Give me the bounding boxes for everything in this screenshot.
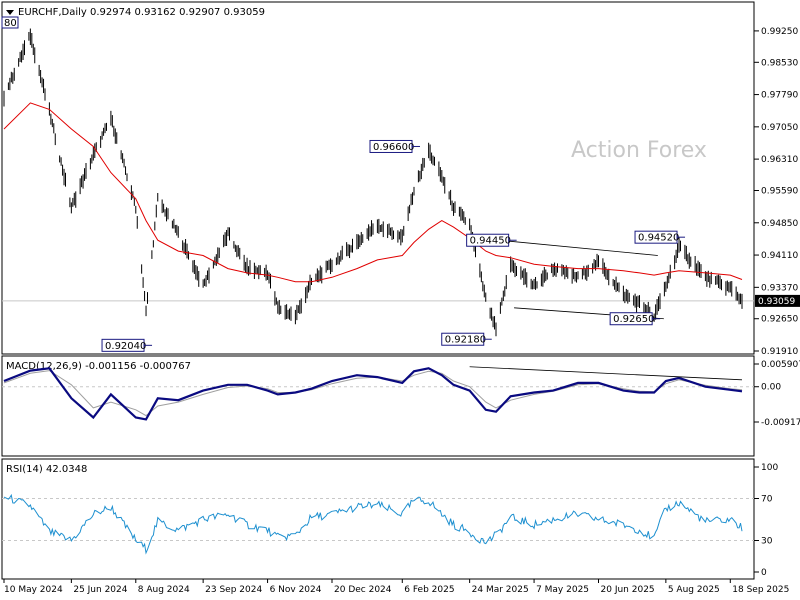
price-tick-label: 0.97050 <box>761 123 798 133</box>
date-tick-label: 18 Sep 2025 <box>732 585 789 595</box>
date-tick-label: 8 Aug 2024 <box>138 585 190 595</box>
price-tick-label: 0.93370 <box>761 283 798 293</box>
date-tick-label: 20 Dec 2024 <box>334 585 392 595</box>
date-tick-label: 6 Nov 2024 <box>270 585 322 595</box>
date-tick-label: 23 Sep 2024 <box>205 585 262 595</box>
rsi-title: RSI(14) 42.0348 <box>6 464 87 475</box>
chart-menu-triangle-icon[interactable] <box>6 10 14 15</box>
price-label: 0.94450 <box>470 236 511 247</box>
ohlc-values: 0.92974 0.93162 0.92907 0.93059 <box>90 7 265 18</box>
price-tick-label: 0.99250 <box>761 27 798 37</box>
price-label: 0.92040 <box>105 341 146 352</box>
rsi-line <box>3 493 743 555</box>
rsi-pane-frame <box>1 458 755 580</box>
price-tick-label: 0.91910 <box>761 347 798 357</box>
rsi-tick-label: 100 <box>761 463 778 473</box>
macd-line <box>3 367 743 421</box>
price-tick-label: 0.96310 <box>761 155 798 165</box>
macd-signal-line <box>3 370 743 417</box>
moving-average-line <box>3 102 743 283</box>
date-tick-label: 25 Jun 2024 <box>73 585 127 595</box>
rsi-series <box>3 493 743 555</box>
macd-axis: 0.005907 0.00 -0.009175 <box>2 360 800 428</box>
price-label: 0.94520 <box>638 233 679 244</box>
current-price-marker <box>755 294 800 307</box>
date-axis: 10 May 2024 25 Jun 2024 8 Aug 2024 23 Sep 2… <box>3 579 789 595</box>
price-tick-label: 0.97790 <box>761 91 798 101</box>
rsi-tick-label: 30 <box>761 537 773 547</box>
macd-tick-label: 0.00 <box>761 383 781 393</box>
current-price-label: 0.93059 <box>758 297 795 307</box>
price-label: 0.92650 <box>613 314 654 325</box>
price-tick-label: 0.92650 <box>761 315 798 325</box>
price-pane-frame <box>1 1 755 355</box>
rsi-axis: 100 70 30 0 <box>2 463 778 578</box>
rsi-pane: RSI(14) 42.0348 100 70 30 0 <box>1 458 778 580</box>
date-tick-label: 24 Mar 2025 <box>472 585 529 595</box>
price-tick-label: 0.94110 <box>761 251 798 261</box>
price-label: 0.92180 <box>445 335 486 346</box>
price-tick-label: 0.94850 <box>761 219 798 229</box>
price-axis: 0.99250 0.98530 0.97790 0.97050 0.96310 0.955… <box>754 27 800 357</box>
channel-upper-line <box>499 239 658 256</box>
price-series <box>3 28 743 337</box>
macd-title: MACD(12,26,9) -0.001156 -0.000767 <box>6 361 191 372</box>
corner-label-box <box>1 16 19 29</box>
macd-series <box>3 366 743 421</box>
date-tick-label: 6 Feb 2025 <box>404 585 454 595</box>
macd-tick-label: -0.009175 <box>761 418 800 428</box>
price-label: 0.96600 <box>373 142 414 153</box>
price-label-box <box>101 338 145 352</box>
rsi-tick-label: 70 <box>761 495 773 505</box>
rsi-tick-label: 0 <box>761 568 767 578</box>
price-pane: EURCHF,Daily 0.92974 0.93162 0.92907 0.9… <box>1 1 800 357</box>
symbol-label: EURCHF,Daily <box>18 7 87 18</box>
date-tick-label: 5 Aug 2025 <box>668 585 720 595</box>
macd-pane: MACD(12,26,9) -0.001156 -0.000767 0.0059… <box>1 355 800 457</box>
watermark: Action Forex <box>571 138 707 163</box>
date-tick-label: 7 May 2025 <box>536 585 589 595</box>
corner-label: 80 <box>4 18 17 29</box>
date-tick-label: 20 Jun 2025 <box>601 585 655 595</box>
macd-tick-label: 0.005907 <box>761 360 800 370</box>
macd-trendline <box>469 366 743 381</box>
moving-average <box>3 102 743 283</box>
price-tick-label: 0.95590 <box>761 187 798 197</box>
date-tick-label: 10 May 2024 <box>4 585 63 595</box>
price-labels: 0.96600 0.92040 0.92180 0.94450 0.94520 0.926… <box>101 139 686 352</box>
price-tick-label: 0.98530 <box>761 58 798 68</box>
macd-pane-frame <box>1 355 755 457</box>
